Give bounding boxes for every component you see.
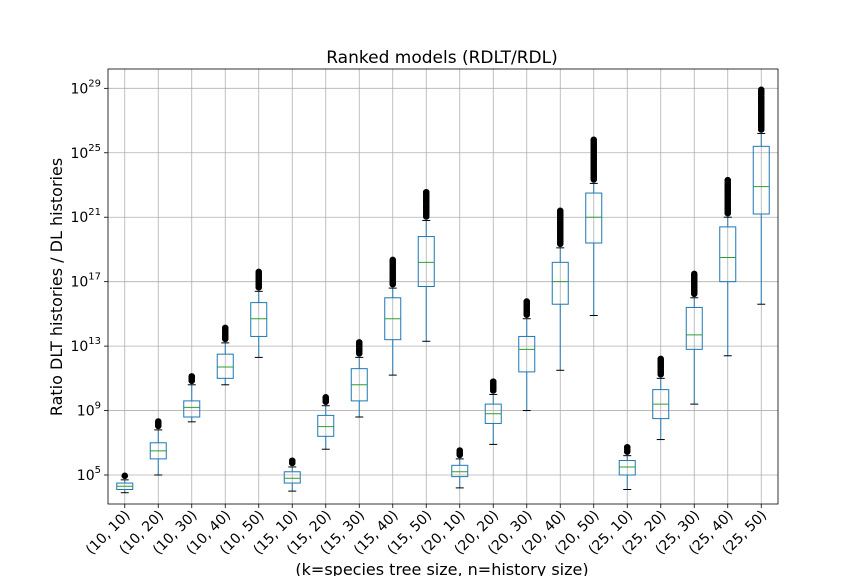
iqr-box bbox=[317, 414, 335, 437]
outlier-point bbox=[389, 256, 397, 264]
box-10-40 bbox=[216, 324, 234, 386]
outliers bbox=[456, 447, 464, 459]
box-25-40 bbox=[719, 176, 737, 357]
box-25-50 bbox=[752, 86, 770, 305]
y-tick-label: 1025 bbox=[70, 143, 101, 162]
box-series bbox=[116, 86, 770, 494]
box-20-10 bbox=[451, 447, 469, 489]
iqr-box bbox=[183, 400, 201, 418]
y-tick-label: 1013 bbox=[70, 336, 101, 355]
outlier-point bbox=[724, 176, 732, 184]
iqr-box bbox=[283, 471, 301, 484]
outliers bbox=[221, 324, 229, 343]
outliers bbox=[623, 443, 631, 455]
outliers bbox=[657, 355, 665, 378]
y-tick-label: 105 bbox=[77, 465, 101, 484]
outliers bbox=[389, 256, 397, 288]
outliers bbox=[288, 457, 296, 467]
outliers bbox=[590, 136, 598, 183]
y-axis-ticks: 105 109 1013 1017 1021 1025 1029 bbox=[70, 78, 108, 484]
outlier-point bbox=[456, 447, 464, 454]
iqr-box bbox=[685, 306, 703, 350]
box-10-30 bbox=[183, 373, 201, 423]
outlier-point bbox=[556, 207, 564, 215]
iqr-box bbox=[451, 464, 469, 478]
outlier-point bbox=[690, 270, 698, 278]
box-10-20 bbox=[149, 418, 167, 476]
box-25-20 bbox=[652, 355, 670, 441]
outlier-point bbox=[757, 86, 765, 94]
outlier-point bbox=[657, 355, 665, 363]
box-20-50 bbox=[585, 136, 603, 316]
outliers bbox=[757, 86, 765, 133]
box-20-40 bbox=[551, 207, 569, 371]
outlier-point bbox=[255, 268, 263, 276]
iqr-box bbox=[216, 353, 234, 379]
iqr-box bbox=[585, 192, 603, 244]
iqr-box bbox=[618, 460, 636, 476]
iqr-box bbox=[752, 145, 770, 215]
iqr-box bbox=[518, 335, 536, 373]
outlier-point bbox=[623, 443, 631, 451]
grid-lines bbox=[108, 69, 778, 504]
box-25-10 bbox=[618, 443, 636, 490]
iqr-box bbox=[417, 236, 435, 287]
outliers bbox=[154, 418, 162, 430]
outliers bbox=[121, 472, 129, 480]
box-20-20 bbox=[484, 378, 502, 445]
x-axis-ticks: (10, 10)(10, 20)(10, 30)(10, 40)(10, 50)… bbox=[83, 504, 770, 558]
outlier-point bbox=[523, 298, 531, 305]
outliers bbox=[724, 176, 732, 217]
y-tick-label: 1017 bbox=[70, 272, 101, 291]
outliers bbox=[188, 373, 196, 385]
iqr-box bbox=[250, 302, 268, 337]
outlier-point bbox=[121, 472, 129, 480]
outlier-point bbox=[322, 394, 330, 401]
outliers bbox=[322, 394, 330, 406]
y-tick-label: 109 bbox=[77, 401, 101, 420]
y-tick-label: 1029 bbox=[70, 78, 101, 97]
box-15-40 bbox=[384, 256, 402, 376]
outlier-point bbox=[188, 373, 196, 380]
outlier-point bbox=[590, 136, 598, 144]
box-25-30 bbox=[685, 270, 703, 405]
iqr-box bbox=[551, 261, 569, 305]
outlier-point bbox=[154, 418, 162, 425]
box-15-10 bbox=[283, 457, 301, 492]
outliers bbox=[523, 298, 531, 319]
box-20-30 bbox=[518, 298, 536, 412]
outlier-point bbox=[221, 324, 229, 332]
outlier-point bbox=[489, 378, 497, 385]
y-axis-label: Ratio DLT histories / DL histories bbox=[47, 158, 66, 416]
box-15-50 bbox=[417, 188, 435, 342]
x-axis-label: (k=species tree size, n=history size) bbox=[295, 560, 588, 576]
y-tick-label: 1021 bbox=[70, 207, 101, 226]
outliers bbox=[690, 270, 698, 298]
box-15-20 bbox=[317, 394, 335, 450]
outliers bbox=[489, 378, 497, 394]
outliers bbox=[355, 339, 363, 357]
plot-area-frame bbox=[107, 68, 779, 505]
outliers bbox=[255, 268, 263, 291]
outliers bbox=[556, 207, 564, 248]
outlier-point bbox=[355, 339, 363, 346]
box-10-10 bbox=[116, 472, 134, 494]
box-15-30 bbox=[350, 339, 368, 418]
outlier-point bbox=[288, 457, 296, 465]
box-10-50 bbox=[250, 268, 268, 358]
iqr-box bbox=[719, 226, 737, 283]
outlier-point bbox=[422, 188, 430, 196]
outliers bbox=[422, 188, 430, 220]
chart-title: Ranked models (RDLT/RDL) bbox=[326, 48, 558, 68]
